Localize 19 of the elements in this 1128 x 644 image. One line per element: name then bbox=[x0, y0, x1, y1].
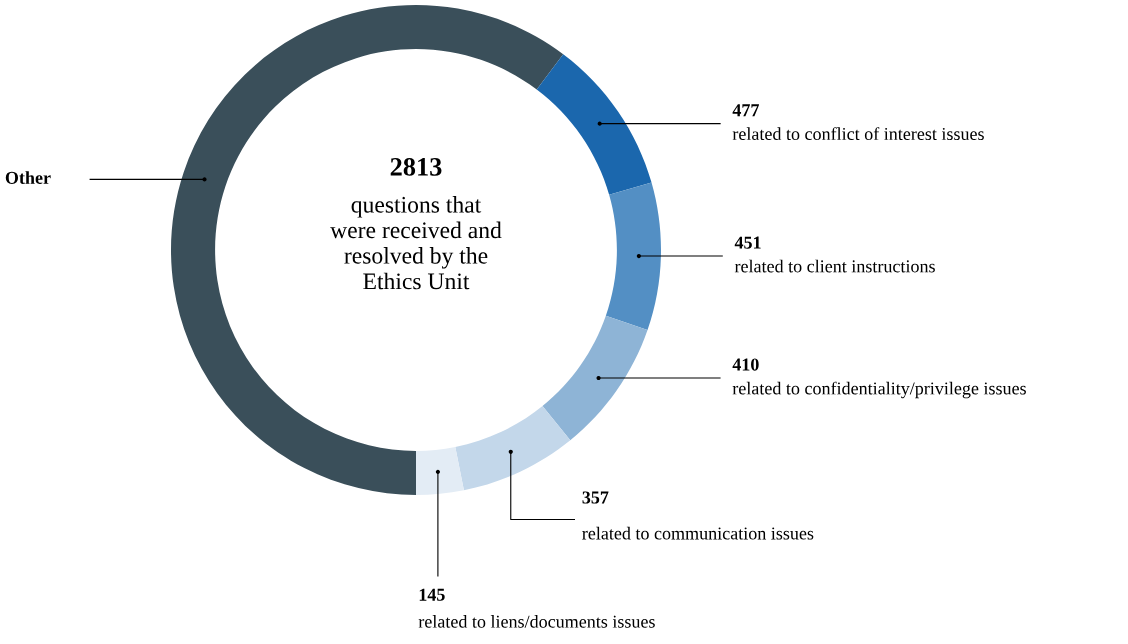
text: 2813 bbox=[390, 157, 442, 176]
donut-slice bbox=[455, 406, 571, 491]
data-label: 410 bbox=[732, 358, 759, 371]
slice-label: related to communication issues bbox=[582, 526, 814, 540]
data-label: 451 bbox=[734, 236, 761, 249]
data-label: 145 bbox=[419, 588, 445, 601]
donut-slice bbox=[416, 447, 464, 495]
donut-slice bbox=[605, 182, 661, 331]
text: questions that were received and resolved by the Ethics Unit bbox=[330, 196, 502, 290]
donut-slice bbox=[171, 5, 564, 495]
donut-slice bbox=[536, 54, 652, 195]
donut-slice bbox=[542, 315, 648, 441]
slice-label: related to liens/documents issues bbox=[418, 615, 655, 628]
slice-label: related to client instructions bbox=[734, 259, 935, 273]
slice-label: Other bbox=[5, 171, 51, 184]
data-label: 477 bbox=[732, 104, 759, 117]
slice-label: related to conflict of interest issues bbox=[732, 127, 984, 141]
slice-label: related to confidentiality/privilege issues bbox=[732, 381, 1026, 399]
data-label: 357 bbox=[582, 491, 609, 504]
